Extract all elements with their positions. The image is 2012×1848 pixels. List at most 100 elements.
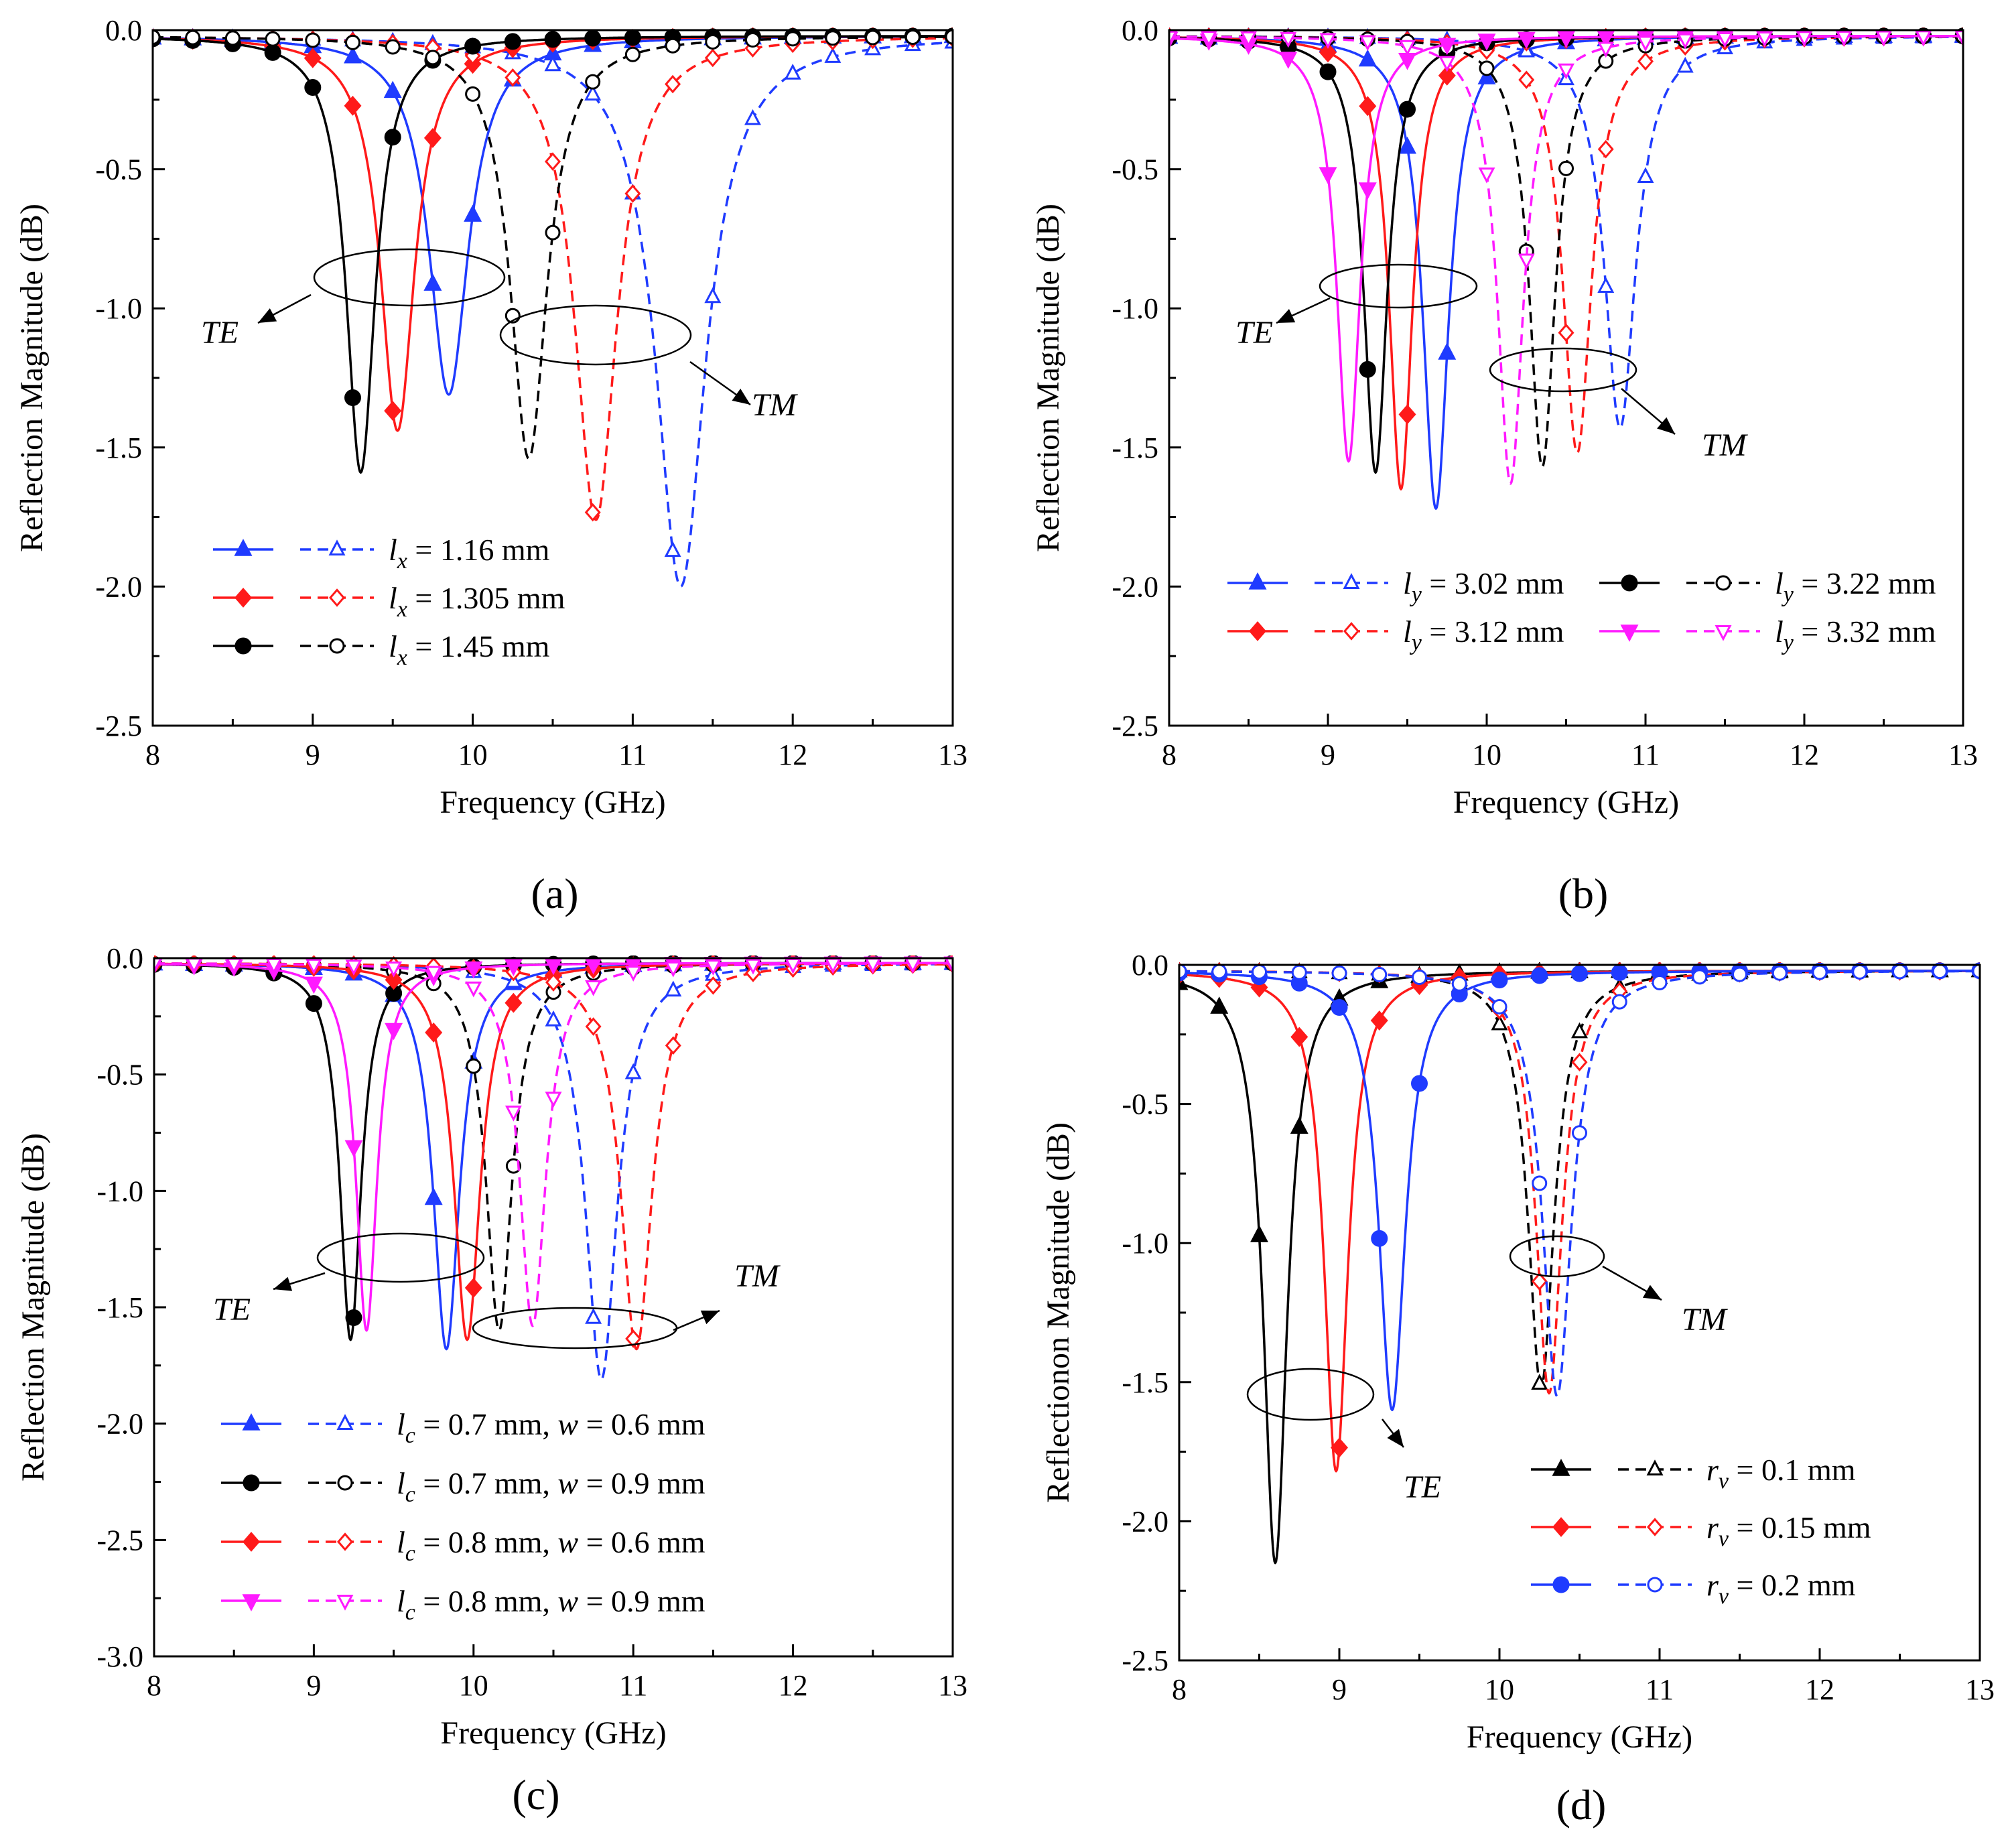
tm-marker [265,958,283,974]
tm-marker [825,30,841,46]
tm-marker [1518,253,1535,270]
tm-marker [784,63,801,80]
te-marker [1477,67,1496,84]
te-arrow-head [1387,1429,1404,1447]
legend-te-marker [1552,1517,1570,1537]
te-marker [1319,63,1337,80]
tm-marker [664,541,681,557]
te-marker [464,38,482,55]
legend-entry: rv = 0.15 mm [1531,1510,1871,1551]
tm-marker [744,958,762,975]
tm-arrow-head [732,388,750,405]
y-tick-label: -1.5 [1122,1366,1168,1399]
x-tick-label: 10 [1485,1673,1514,1706]
x-tick-label: 10 [1472,738,1501,771]
y-tick-label: -1.0 [95,292,142,325]
legend-te-marker [1249,621,1266,641]
tm-marker [1932,964,1948,980]
legend-label: lc = 0.8 mm, w = 0.9 mm [397,1584,706,1625]
tm-ellipse [499,304,692,366]
te-marker [1531,967,1548,984]
y-tick-label: -1.5 [95,432,142,464]
y-tick-label: -2.5 [1112,710,1158,742]
te-curve-series-2 [1169,34,1963,490]
te-marker [1597,30,1615,48]
tm-marker [1479,60,1495,76]
tm-marker [705,34,721,50]
tm-marker [1280,31,1297,48]
y-tick-label: -2.0 [1112,570,1158,603]
y-tick-label: -0.5 [96,1059,143,1092]
tm-marker [584,503,601,522]
legend-te-marker [234,539,253,556]
y-tick-label: -2.5 [96,1524,143,1557]
te-marker [1331,998,1348,1016]
tm-marker [1331,965,1347,981]
y-axis-title: Reflection Magnitude (dB) [1030,204,1066,552]
tm-marker [1676,56,1694,73]
te-marker [304,976,323,994]
tm-marker [1438,56,1456,72]
legend-label: ly = 3.22 mm [1775,566,1936,607]
curves [154,955,953,1381]
x-tick-label: 12 [1790,738,1819,771]
tm-marker [545,1010,562,1027]
x-tick-label: 8 [145,738,160,771]
tm-marker [1756,31,1773,48]
te-marker [1371,1230,1388,1247]
y-tick-label: -2.0 [95,570,142,603]
tm-marker [505,68,521,87]
legend-label: lx = 1.305 mm [389,581,565,622]
tm-marker [1835,30,1853,47]
tm-arrow-head [1657,417,1675,434]
y-tick-label: -2.0 [96,1408,143,1441]
tm-marker [1954,30,1963,46]
te-marker [1290,1116,1309,1134]
legend-label: rv = 0.2 mm [1706,1568,1856,1609]
y-tick-label: 0.0 [105,14,142,47]
legend-label: lc = 0.7 mm, w = 0.6 mm [397,1407,706,1448]
legend-entry: ly = 3.12 mm [1227,614,1564,655]
te-curve-series-4 [1169,34,1963,463]
te-marker [304,79,322,96]
tm-marker [505,1106,522,1122]
tm-marker [505,1158,521,1174]
legend-tm-marker [337,1475,353,1491]
tm-curve-series-3 [1179,970,1980,1398]
te-marker [1359,96,1377,117]
legend-tm-marker [328,539,346,555]
tm-ellipse [472,1307,678,1349]
panel-c: 8 9 10 11 12 13 0.0 -0.5 -1.0 -1.5 -2.0 -2.5 -3.0 Fre… [15,942,967,1819]
legend-tm-marker [1715,625,1732,641]
legend-entry: lc = 0.8 mm, w = 0.9 mm [221,1584,706,1625]
legend-label: ly = 3.02 mm [1403,566,1564,607]
legend-entry: rv = 0.2 mm [1531,1568,1856,1609]
te-ellipse [1246,1368,1375,1421]
tm-marker [305,958,322,975]
tm-marker [704,48,721,68]
tm-marker [665,74,681,94]
x-tick-label: 8 [1172,1673,1187,1706]
y-tick-label: -3.0 [96,1640,143,1673]
legend-te-marker [234,588,252,608]
y-tick-label: -2.5 [1122,1644,1168,1677]
tm-marker [585,980,602,996]
tm-marker [824,47,842,63]
legend-entry: ly = 3.22 mm [1599,566,1936,607]
legend-label: ly = 3.12 mm [1403,614,1564,655]
tm-marker [466,1058,482,1074]
x-tick-label: 11 [1646,1673,1674,1706]
te-ellipse [316,1232,485,1283]
tm-marker [1597,277,1615,293]
y-axis-title: Reflectionon Magnitude (dB) [1041,1122,1076,1503]
te-label: TE [213,1292,251,1327]
te-marker [1491,972,1508,989]
legend-tm-marker [1646,1459,1664,1475]
x-axis-title: Frequency (GHz) [440,1715,666,1751]
legend: lx = 1.16 mm lx = 1.305 mm lx = 1.45 mm [213,533,565,670]
legend-tm-marker [329,588,345,607]
tm-marker [1597,139,1614,159]
tm-curve-series-3 [153,36,953,460]
tm-marker [904,29,921,45]
